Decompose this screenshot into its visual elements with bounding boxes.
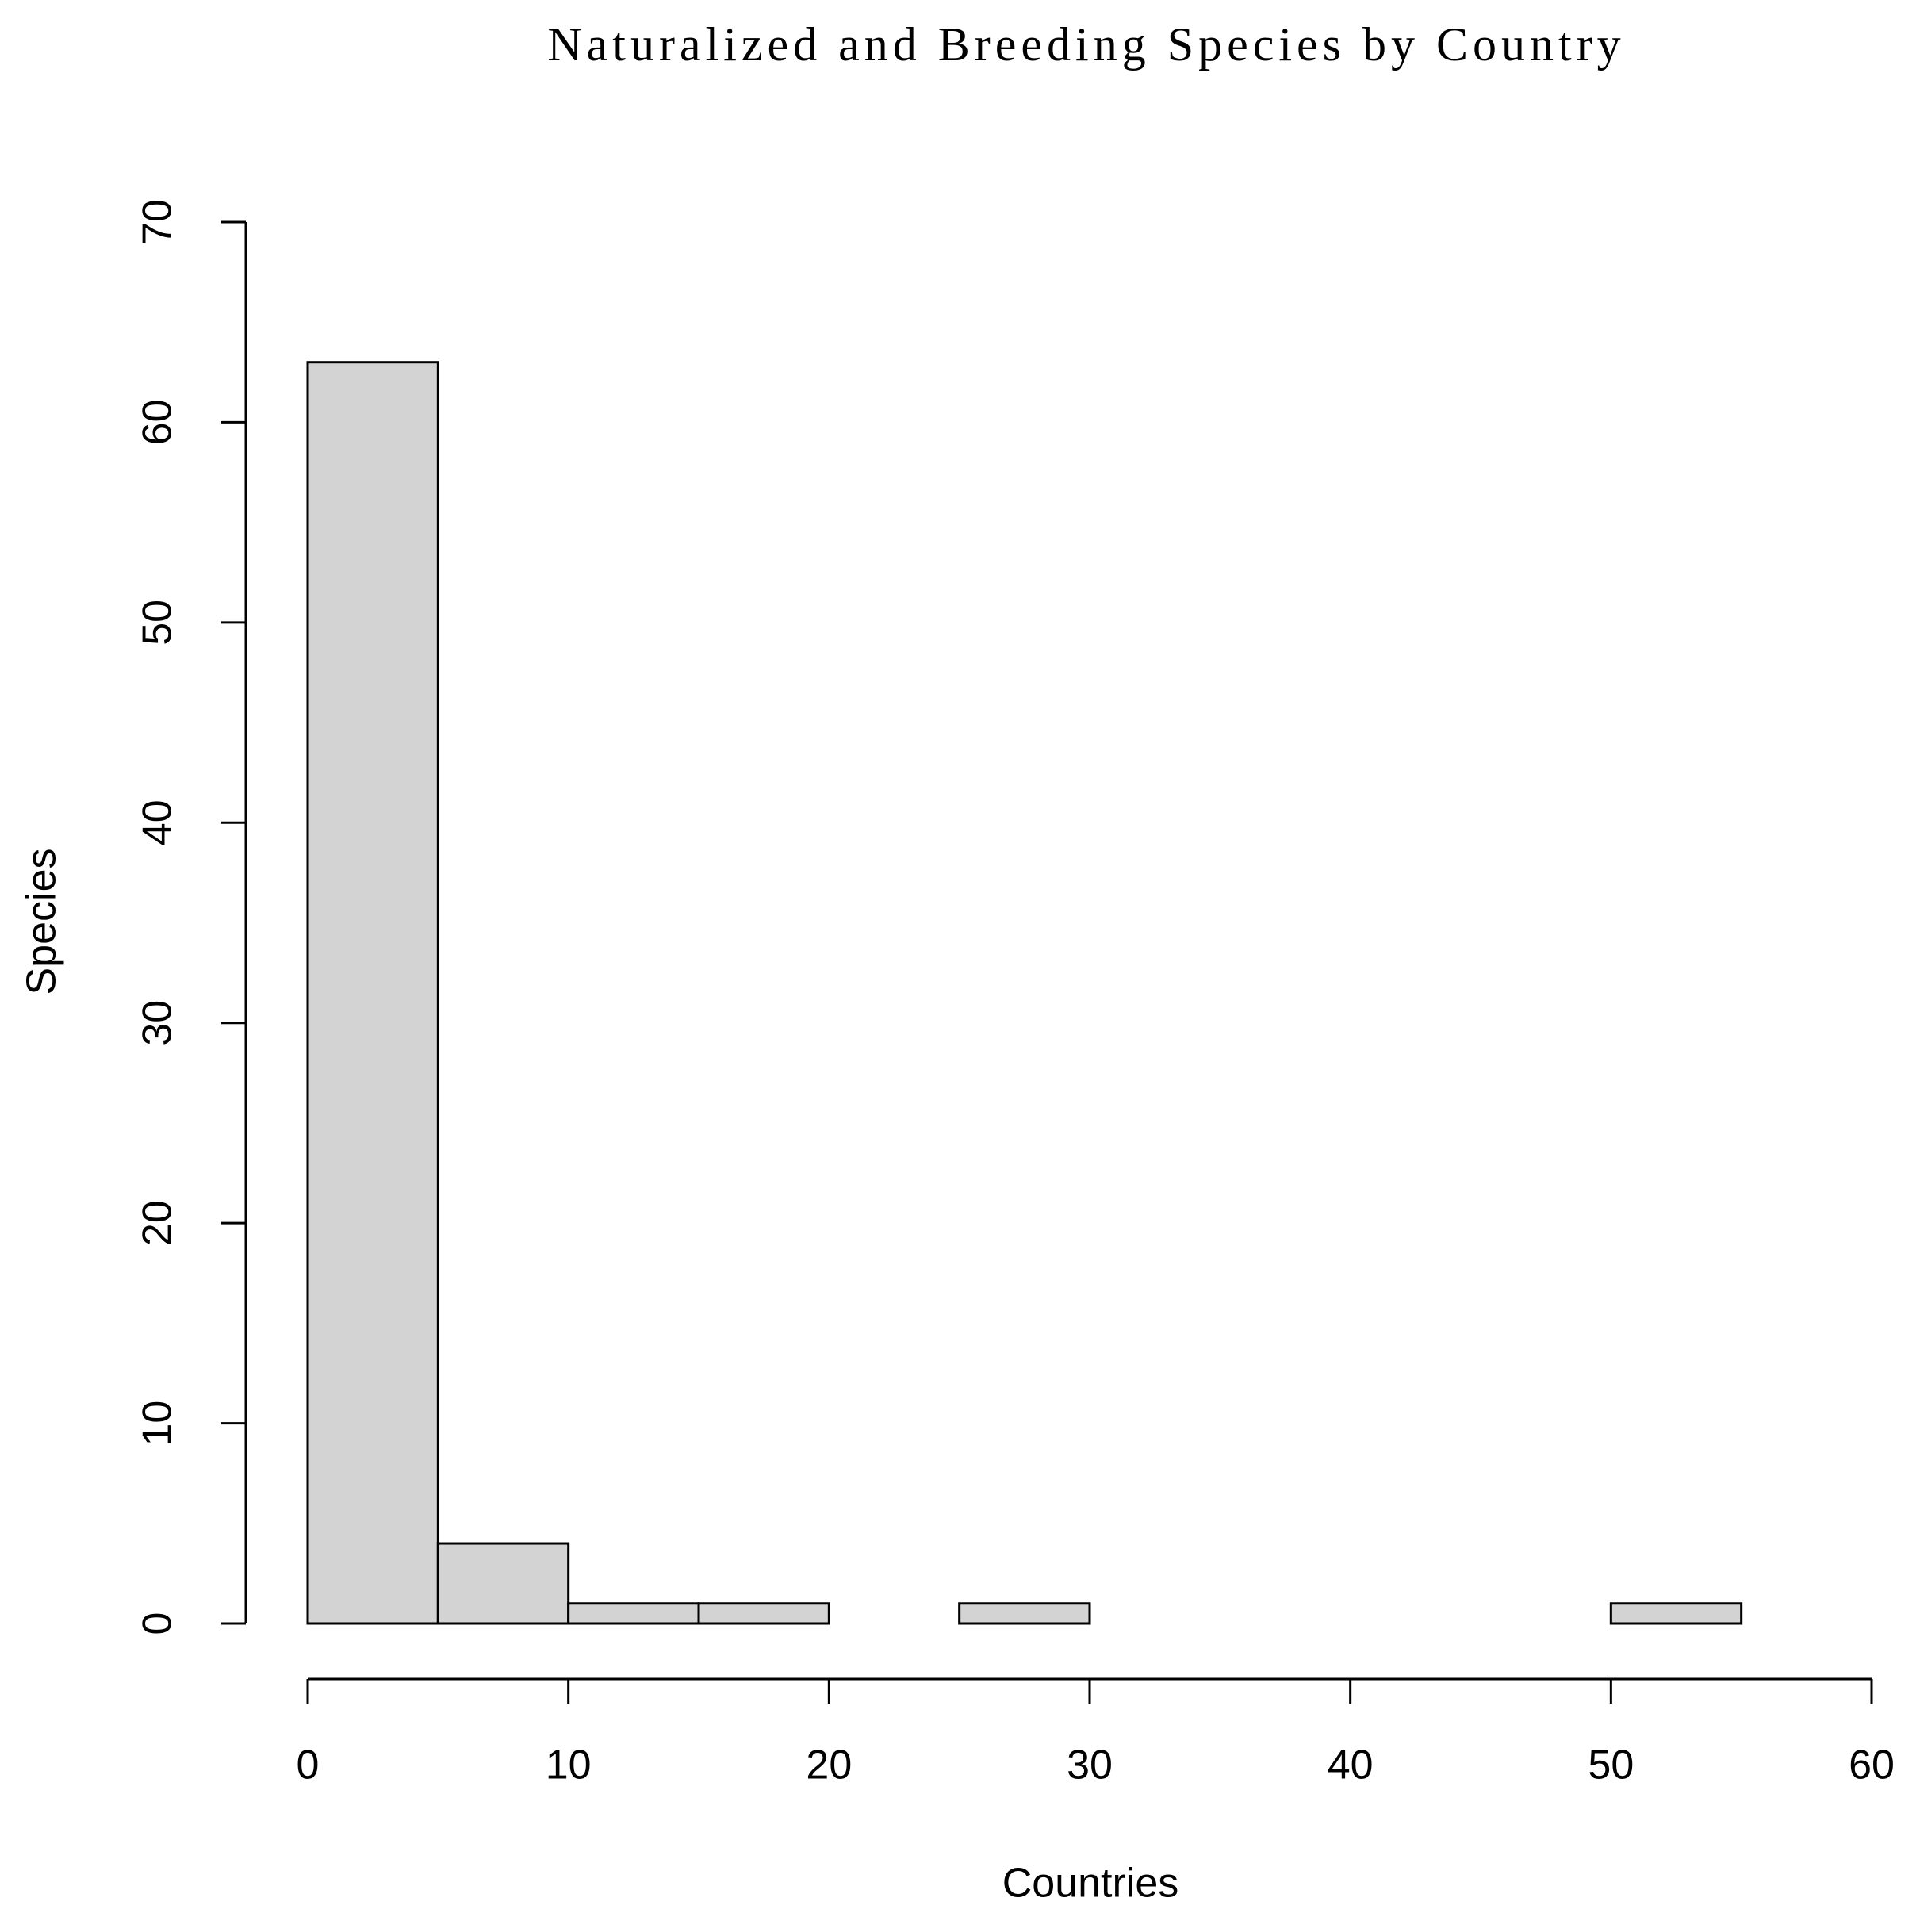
y-tick-label: 70 [135,199,181,245]
x-tick-label: 60 [1849,1742,1895,1788]
y-axis-label: Species [19,849,65,995]
y-tick-label: 40 [135,799,181,845]
x-tick-label: 0 [297,1742,320,1788]
bar [1609,1602,1743,1625]
y-tick-label: 30 [135,1000,181,1046]
bar [436,1542,570,1625]
x-axis-label: Countries [1002,1861,1179,1907]
x-tick-label: 30 [1067,1742,1113,1788]
y-tick-label: 10 [135,1401,181,1447]
chart-title: Naturalized and Breeding Species by Coun… [547,18,1625,71]
x-tick-label: 20 [806,1742,852,1788]
y-tick-label: 0 [135,1612,181,1635]
bar [567,1602,700,1625]
x-tick-label: 40 [1328,1742,1374,1788]
x-tick-label: 50 [1588,1742,1634,1788]
bar [958,1602,1091,1625]
y-tick-label: 50 [135,600,181,646]
bar [697,1602,830,1625]
y-tick-label: 20 [135,1200,181,1246]
x-tick-label: 10 [546,1742,592,1788]
y-tick-label: 60 [135,400,181,446]
bar [306,361,439,1625]
